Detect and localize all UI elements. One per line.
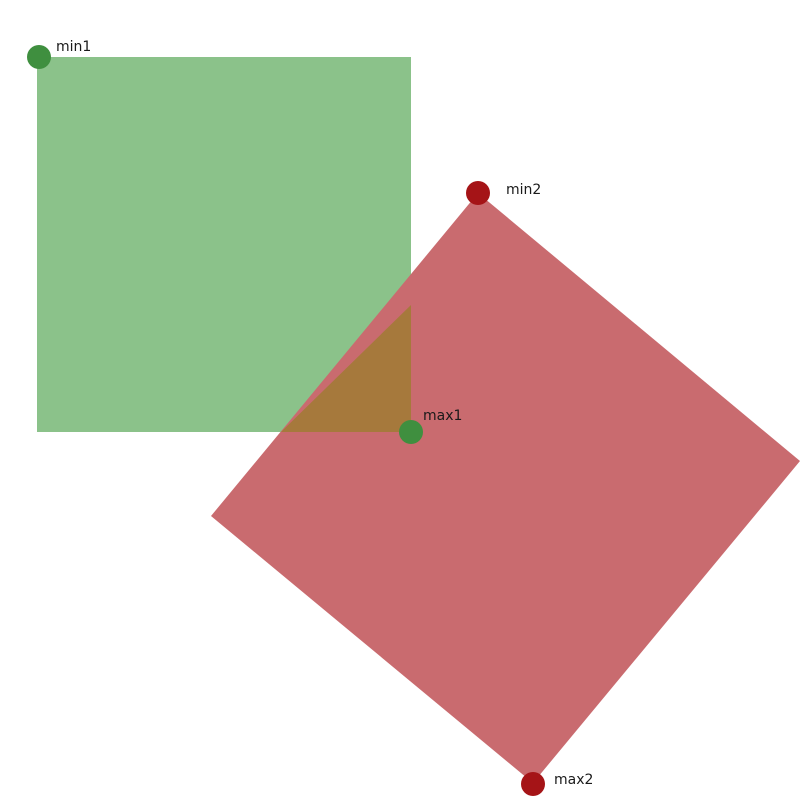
min1-point: [27, 45, 51, 69]
overlap-region: [281, 305, 411, 432]
min2-label: min2: [506, 182, 541, 198]
max2-label: max2: [554, 772, 593, 788]
max1-point: [399, 420, 423, 444]
red-box: [211, 193, 800, 783]
max1-label: max1: [423, 408, 462, 424]
min2-point: [466, 181, 490, 205]
max2-point: [521, 772, 545, 796]
min1-label: min1: [56, 39, 91, 55]
